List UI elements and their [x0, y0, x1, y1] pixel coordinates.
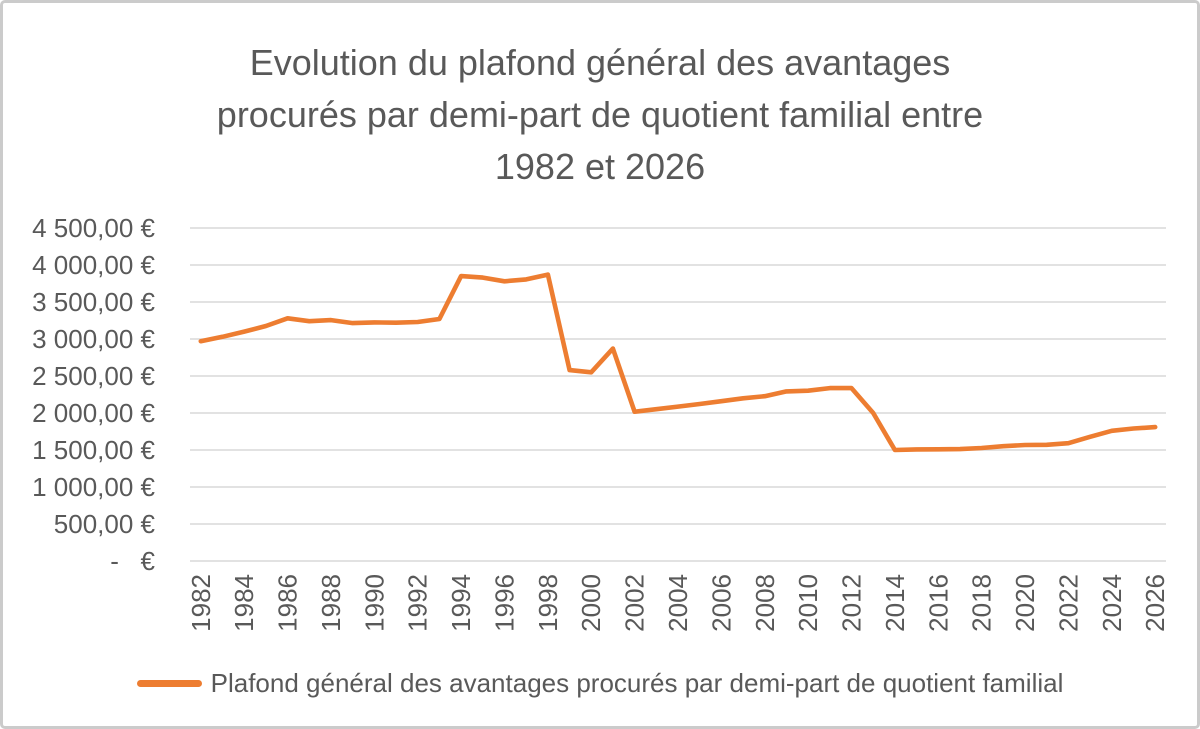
- series-line-plafond: [198, 272, 1158, 453]
- x-tick-label: 2022: [1053, 574, 1083, 632]
- x-tick-label: 1984: [229, 574, 259, 632]
- x-tick-label: 1986: [273, 574, 303, 632]
- x-tick-label: 1982: [186, 574, 216, 632]
- chart-title-line-1: Evolution du plafond général des avantag…: [249, 42, 951, 83]
- x-tick-label: 2020: [1010, 574, 1040, 632]
- x-tick-label: 2004: [663, 574, 693, 632]
- x-tick-label: 2014: [880, 574, 910, 632]
- x-tick-label: 2016: [923, 574, 953, 632]
- x-tick-label: 1998: [533, 574, 563, 632]
- x-tick-label: 1992: [403, 574, 433, 632]
- y-tick-label: 1 500,00 €: [32, 435, 155, 465]
- y-tick-label: 1 000,00 €: [32, 472, 155, 502]
- x-tick-label: 2010: [793, 574, 823, 632]
- x-tick-label: 2026: [1140, 574, 1170, 632]
- y-tick-label: 4 500,00 €: [32, 213, 155, 243]
- x-tick-label: 2024: [1097, 574, 1127, 632]
- x-tick-label: 1994: [446, 574, 476, 632]
- y-tick-label: 500,00 €: [54, 509, 156, 539]
- legend-label: Plafond général des avantages procurés p…: [210, 668, 1064, 698]
- legend-line-marker: [136, 680, 202, 687]
- y-tick-label: - €: [110, 546, 155, 576]
- x-tick-label: 1990: [359, 574, 389, 632]
- x-tick-label: 1996: [490, 574, 520, 632]
- chart-title-line-3: 1982 et 2026: [494, 146, 706, 187]
- y-tick-label: 2 500,00 €: [32, 361, 155, 391]
- legend: Plafond général des avantages procurés p…: [3, 668, 1197, 699]
- x-tick-label: 2012: [837, 574, 867, 632]
- x-tick-label: 2018: [967, 574, 997, 632]
- x-tick-label: 2006: [706, 574, 736, 632]
- plot-area: 4 500,00 € 4 000,00 € 3 500,00 € 3 000,00 €…: [32, 213, 1170, 632]
- x-tick-label: 1988: [316, 574, 346, 632]
- y-tick-label: 2 000,00 €: [32, 398, 155, 428]
- x-tick-label: 2008: [750, 574, 780, 632]
- x-tick-label: 2000: [576, 574, 606, 632]
- chart-title: Evolution du plafond général des avantag…: [3, 37, 1197, 193]
- x-tick-label: 2002: [620, 574, 650, 632]
- y-tick-label: 4 000,00 €: [32, 250, 155, 280]
- y-tick-label: 3 000,00 €: [32, 324, 155, 354]
- chart-title-line-2: procurés par demi-part de quotient famil…: [216, 94, 984, 135]
- y-tick-label: 3 500,00 €: [32, 287, 155, 317]
